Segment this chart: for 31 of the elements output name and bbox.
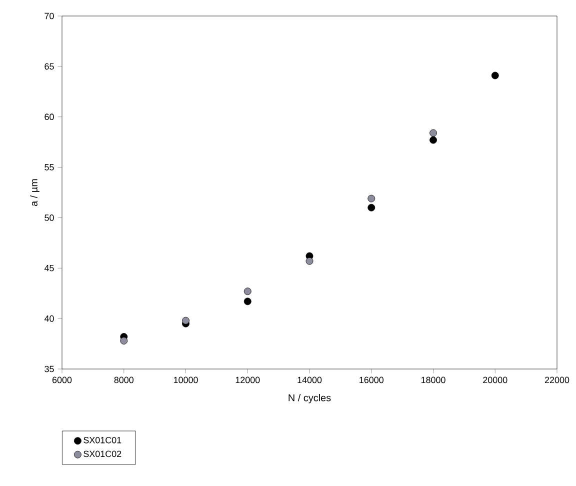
x-tick-label: 16000 [360,376,384,384]
legend-label: SX01C02 [84,450,122,458]
point [368,194,376,202]
x-tick-label: 10000 [174,376,198,384]
x-tick-label: 18000 [421,376,446,384]
y-tick-label: 70 [44,12,54,20]
point [182,316,190,324]
y-tick-label: 60 [44,114,54,120]
x-tick-label: 6000 [52,376,72,384]
y-tick-label: 50 [44,214,54,221]
x-tick-label: 8000 [114,376,134,384]
x-tick-label: 14000 [298,376,322,384]
x-tick-label: 22000 [544,376,570,384]
point [430,136,437,144]
y-tick-label: 35 [44,366,54,372]
point [430,129,437,137]
point [306,257,314,265]
y-tick-label: 40 [44,315,54,322]
y-tick-label: 65 [44,63,54,70]
x-tick-label: 20000 [483,376,508,384]
point [491,72,499,80]
y-tick-label: 55 [44,164,54,170]
point [244,298,252,306]
x-tick-label: 12000 [236,376,260,384]
point [368,204,376,212]
x-axis-title: N / cycles [288,394,331,404]
y-axis-title: a / µm [30,179,40,206]
point [120,337,128,344]
y-tick-label: 45 [44,265,54,272]
point [244,288,252,296]
legend-label: SX01C01 [84,436,122,444]
